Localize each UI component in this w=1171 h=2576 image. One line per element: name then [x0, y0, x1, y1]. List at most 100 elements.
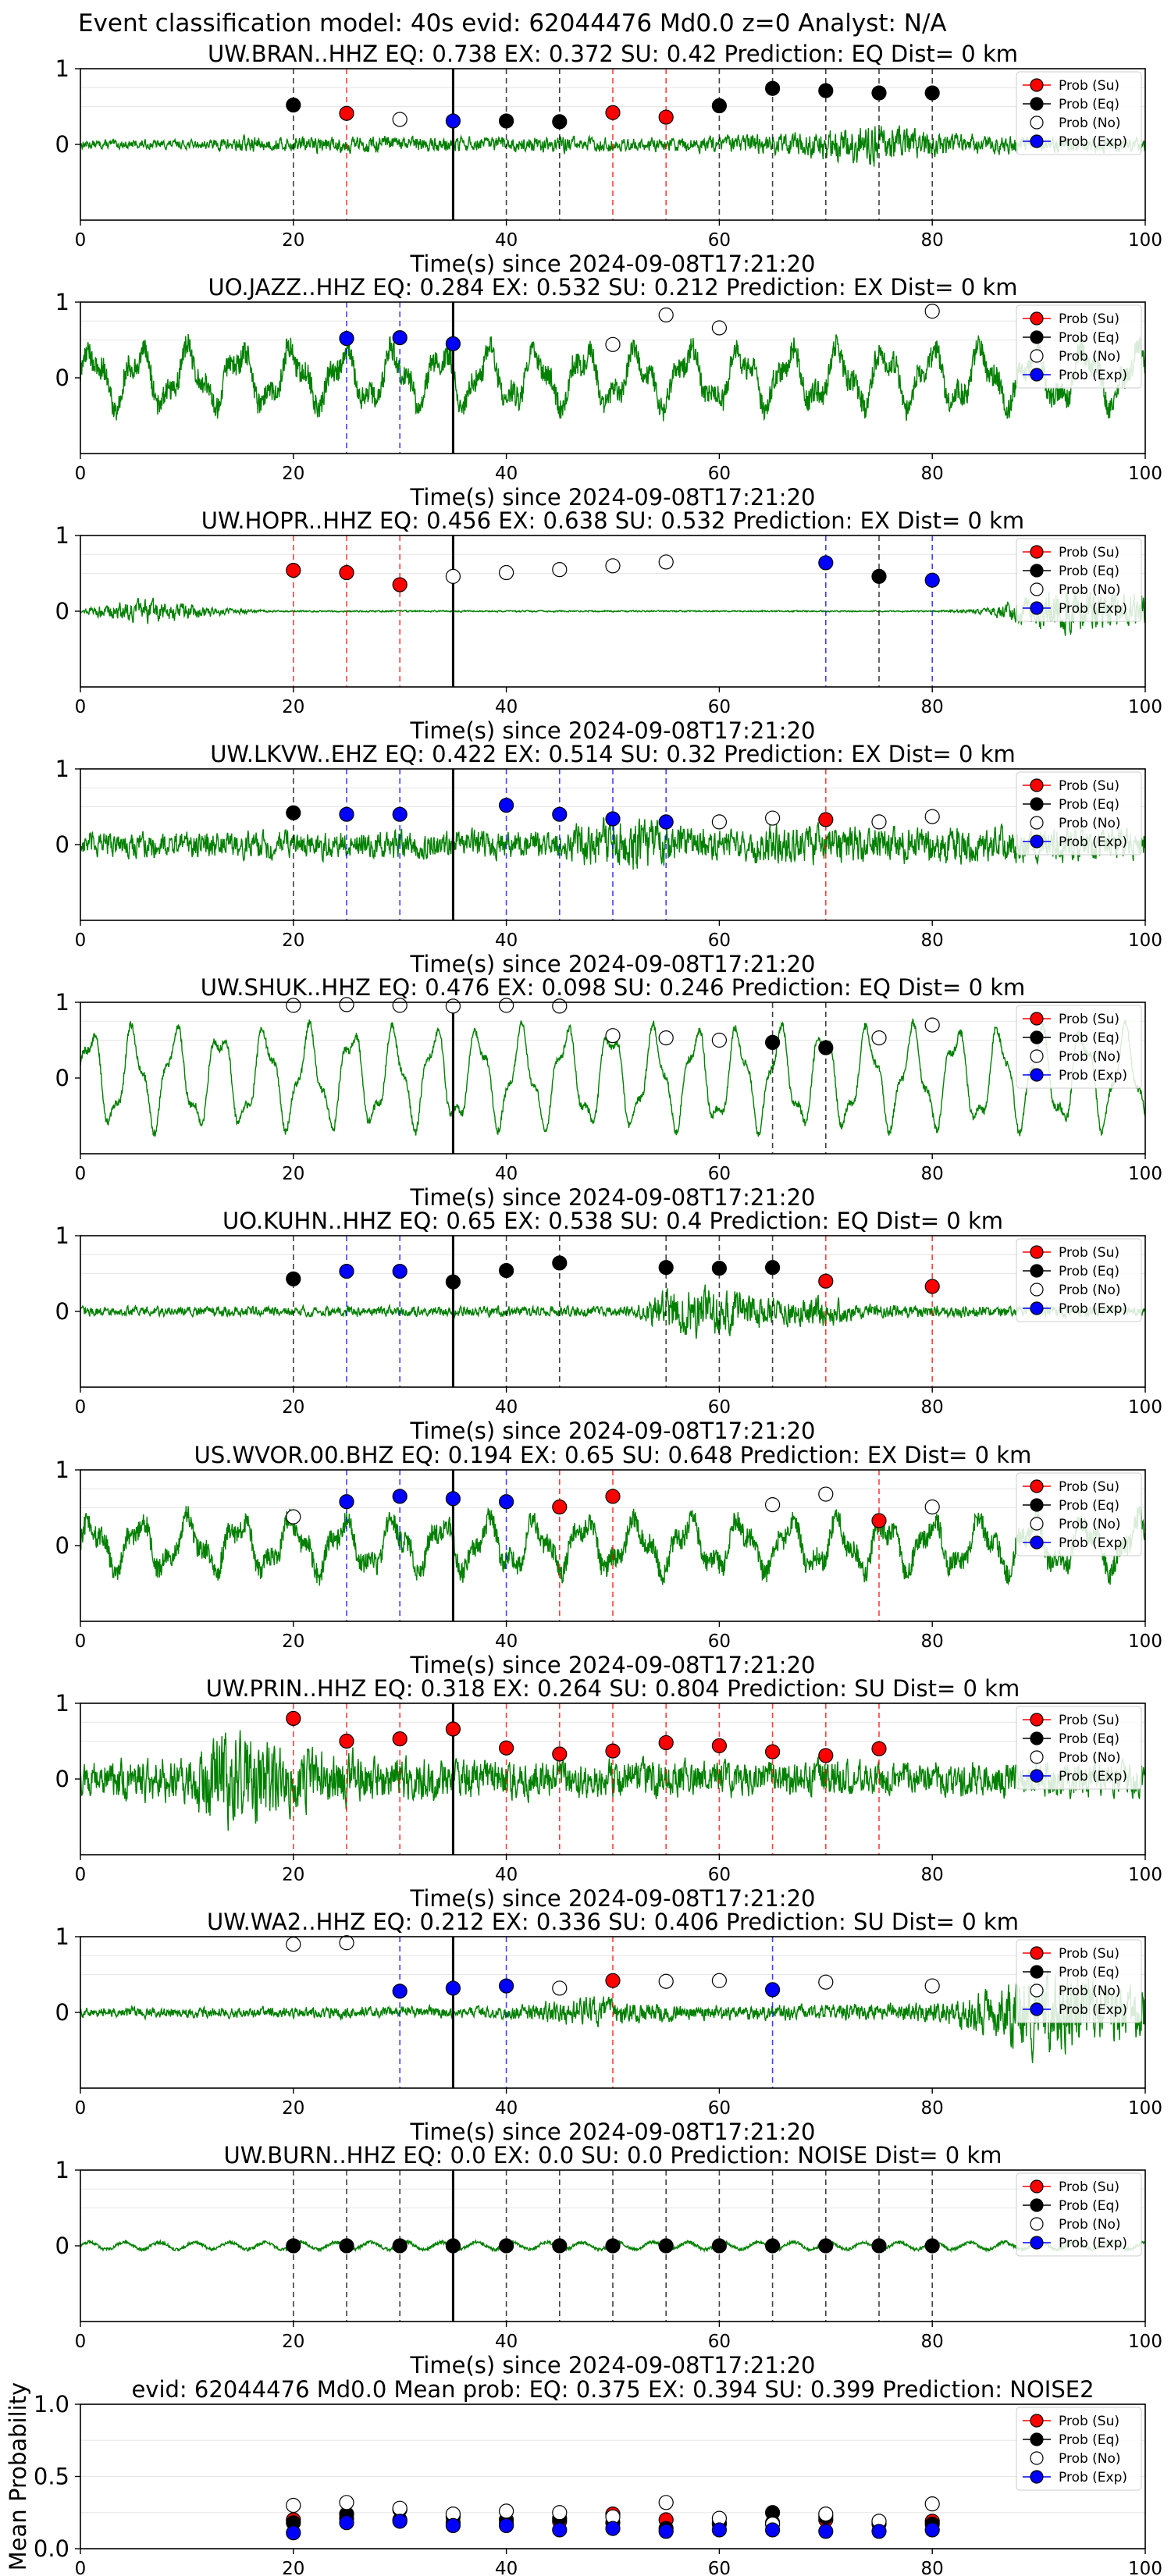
- legend-label-exp: Prob (Exp): [1059, 1068, 1127, 1083]
- prob-marker-no: [498, 564, 514, 581]
- legend-box: [1016, 2407, 1142, 2491]
- legend-marker-eq: [1030, 564, 1044, 578]
- x-tick-label: 0: [75, 1865, 87, 1885]
- prob-marker-eq: [552, 2238, 568, 2254]
- x-axis-label: Time(s) since 2024-09-08T17:21:20: [410, 1184, 816, 1211]
- x-tick-label: 100: [1128, 1631, 1162, 1652]
- prob-marker-eq: [552, 1255, 568, 1271]
- prob-marker-no: [871, 1030, 887, 1046]
- x-tick-label: 60: [708, 2559, 731, 2576]
- prob-marker-su: [339, 105, 354, 121]
- prob-marker-exp: [339, 1263, 354, 1279]
- prob-marker-su: [392, 577, 408, 592]
- prob-marker-no: [445, 998, 461, 1014]
- mean-marker-exp: [924, 2522, 940, 2538]
- legend-label-su: Prob (Su): [1059, 778, 1119, 794]
- prob-marker-su: [818, 1273, 834, 1289]
- prob-marker-no: [552, 1980, 568, 1996]
- prob-marker-eq: [498, 2238, 514, 2254]
- x-tick-label: 60: [708, 2332, 731, 2352]
- y-tick-label: 0: [55, 2233, 69, 2259]
- prob-marker-eq: [924, 2238, 940, 2254]
- station-panel: UW.SHUK..HHZ EQ: 0.476 EX: 0.098 SU: 0.2…: [55, 974, 1162, 1211]
- legend-label-eq: Prob (Eq): [1059, 1264, 1119, 1279]
- prob-marker-no: [286, 1937, 301, 1952]
- x-tick-label: 60: [708, 1631, 731, 1652]
- mean-marker-exp: [658, 2524, 674, 2539]
- mean-marker-exp: [445, 2517, 461, 2533]
- prob-marker-exp: [392, 1984, 408, 1999]
- x-tick-label: 100: [1128, 2559, 1162, 2576]
- legend-label-exp: Prob (Exp): [1059, 1535, 1127, 1551]
- station-panel: US.WVOR.00.BHZ EQ: 0.194 EX: 0.65 SU: 0.…: [55, 1442, 1162, 1678]
- prob-marker-eq: [764, 1034, 781, 1051]
- prob-marker-exp: [658, 814, 674, 830]
- prob-marker-no: [286, 998, 301, 1013]
- legend-label-su: Prob (Su): [1059, 1946, 1119, 1962]
- y-tick-label: 0: [55, 1298, 69, 1325]
- legend-label-eq: Prob (Eq): [1059, 1030, 1119, 1046]
- prob-marker-exp: [764, 1982, 781, 1998]
- prob-marker-no: [818, 1974, 834, 1990]
- legend-label-su: Prob (Su): [1059, 2414, 1119, 2429]
- prob-marker-no: [658, 1973, 674, 1989]
- legend-marker-exp: [1030, 601, 1044, 615]
- waveform-trace: [80, 125, 1146, 167]
- prob-marker-su: [711, 1738, 728, 1753]
- prob-marker-su: [286, 563, 301, 578]
- legend-marker-eq: [1030, 330, 1044, 344]
- y-tick-label: 0: [55, 1766, 69, 1792]
- legend-box: [1016, 771, 1142, 856]
- mean-marker-exp: [286, 2525, 301, 2541]
- x-tick-label: 40: [495, 697, 518, 717]
- x-tick-label: 20: [282, 230, 304, 251]
- legend-marker-su: [1030, 1012, 1044, 1026]
- legend-marker-no: [1030, 1049, 1044, 1063]
- legend-marker-eq: [1030, 2432, 1044, 2446]
- mean-marker-exp: [605, 2521, 621, 2536]
- legend-label-su: Prob (Su): [1059, 1245, 1119, 1261]
- y-tick-label: 1.0: [34, 2391, 69, 2418]
- panel-title: US.WVOR.00.BHZ EQ: 0.194 EX: 0.65 SU: 0.…: [194, 1442, 1032, 1468]
- prob-marker-no: [658, 307, 674, 323]
- prob-marker-exp: [392, 806, 408, 822]
- prob-marker-no: [924, 809, 940, 824]
- legend-label-eq: Prob (Eq): [1059, 330, 1119, 346]
- mean-marker-no: [924, 2496, 940, 2512]
- legend-box: [1016, 538, 1142, 622]
- legend-marker-exp: [1030, 1301, 1044, 1315]
- prob-marker-su: [552, 1499, 568, 1515]
- legend-marker-exp: [1030, 1068, 1044, 1082]
- legend-label-exp: Prob (Exp): [1059, 2002, 1127, 2018]
- prob-marker-eq: [605, 2238, 621, 2254]
- x-tick-label: 100: [1128, 697, 1162, 717]
- y-tick-label: 0: [55, 131, 69, 158]
- panel-title: UW.WA2..HHZ EQ: 0.212 EX: 0.336 SU: 0.40…: [207, 1909, 1019, 1935]
- prob-marker-eq: [818, 2238, 834, 2254]
- prob-marker-exp: [445, 336, 461, 351]
- legend-marker-eq: [1030, 97, 1044, 111]
- x-tick-label: 0: [75, 930, 87, 951]
- x-tick-label: 20: [282, 1631, 304, 1652]
- legend-marker-su: [1030, 1713, 1044, 1727]
- panel-title: UO.KUHN..HHZ EQ: 0.65 EX: 0.538 SU: 0.4 …: [222, 1208, 1003, 1234]
- legend-label-exp: Prob (Exp): [1059, 134, 1127, 150]
- mean-marker-exp: [498, 2517, 514, 2533]
- station-panel: UW.HOPR..HHZ EQ: 0.456 EX: 0.638 SU: 0.5…: [55, 507, 1162, 744]
- x-tick-label: 60: [708, 1164, 731, 1184]
- legend-marker-no: [1030, 1283, 1044, 1297]
- legend-label-eq: Prob (Eq): [1059, 1965, 1119, 1980]
- prob-marker-eq: [818, 1040, 834, 1055]
- prob-marker-exp: [498, 797, 514, 813]
- legend-label-eq: Prob (Eq): [1059, 2432, 1119, 2448]
- station-panel: UO.JAZZ..HHZ EQ: 0.284 EX: 0.532 SU: 0.2…: [55, 274, 1162, 511]
- station-panel: UW.BURN..HHZ EQ: 0.0 EX: 0.0 SU: 0.0 Pre…: [55, 2142, 1162, 2379]
- prob-marker-no: [498, 998, 514, 1013]
- prob-marker-exp: [818, 555, 834, 571]
- panel-title: UO.JAZZ..HHZ EQ: 0.284 EX: 0.532 SU: 0.2…: [208, 274, 1017, 301]
- prob-marker-eq: [764, 2238, 781, 2254]
- legend-label-su: Prob (Su): [1059, 545, 1119, 560]
- legend-label-exp: Prob (Exp): [1059, 1769, 1127, 1784]
- legend-marker-no: [1030, 349, 1044, 363]
- legend-label-no: Prob (No): [1059, 349, 1121, 365]
